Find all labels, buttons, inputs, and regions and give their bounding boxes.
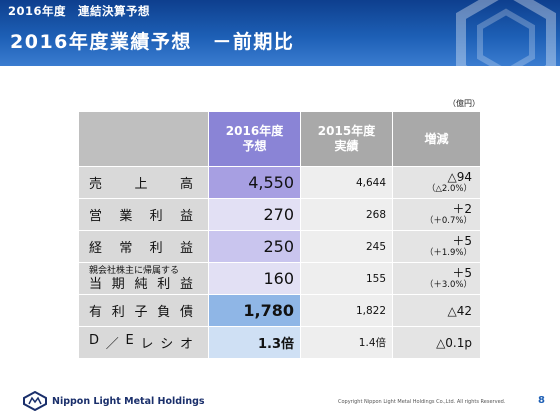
row-item-label: 売上高 [78,166,209,199]
header-plan: 2016年度 予想 [208,111,301,167]
row-plan-value: 4,550 [208,166,301,199]
header-actual-line2: 実績 [334,139,359,153]
row-actual-value: 268 [300,198,393,231]
row-item-label: 営業利益 [78,198,209,231]
row-plan-value: 270 [208,198,301,231]
row-change-value: ＋5 （＋1.9%） [392,230,481,263]
footer-company-name: Nippon Light Metal Holdings [52,396,205,407]
row-change-value: △94 （△2.0%） [392,166,481,199]
row-change-percent: （＋0.7%） [424,216,472,226]
table-row: 親会社株主に帰属する当期純利益 160 155 ＋5 （＋3.0%） [78,262,481,295]
header-actual-line1: 2015年度 [317,124,376,138]
row-actual-value: 1,822 [300,294,393,327]
table-row: 経常利益 250 245 ＋5 （＋1.9%） [78,230,481,263]
header-plan-line1: 2016年度 [225,124,284,138]
row-change-percent: （＋3.0%） [424,280,472,290]
row-change-value: △0.1p [392,326,481,359]
row-item-label: 経常利益 [78,230,209,263]
row-actual-value: 245 [300,230,393,263]
row-change-value: △42 [392,294,481,327]
row-change-value: ＋5 （＋3.0%） [392,262,481,295]
forecast-table: 2016年度 予想 2015年度 実績 増減 売上高 4,550 4,644 △94 （… [78,111,481,359]
row-item-label: D ／ E レシオ [78,326,209,359]
row-item-label: 有利子負債 [78,294,209,327]
table-row: 有利子負債 1,780 1,822 △42 [78,294,481,327]
row-change-main: △42 [447,303,473,318]
row-plan-value: 1,780 [208,294,301,327]
row-plan-value: 1.3倍 [208,326,301,359]
row-item-sublabel: 親会社株主に帰属する [89,265,180,276]
row-plan-value: 160 [208,262,301,295]
header-change: 増減 [392,111,481,167]
row-plan-value: 250 [208,230,301,263]
row-change-main: ＋2 [452,202,472,216]
row-item-label: 親会社株主に帰属する当期純利益 [78,262,209,295]
nlm-logo-icon [23,391,47,411]
unit-note: （億円） [448,99,480,108]
table-row: 営業利益 270 268 ＋2 （＋0.7%） [78,198,481,231]
row-change-value: ＋2 （＋0.7%） [392,198,481,231]
footer-copyright: Copyright Nippon Light Metal Holdings Co… [338,399,506,405]
table-row: 売上高 4,550 4,644 △94 （△2.0%） [78,166,481,199]
table-header-row: 2016年度 予想 2015年度 実績 増減 [78,111,481,167]
row-actual-value: 155 [300,262,393,295]
header-plan-line2: 予想 [242,139,267,153]
row-change-main: ＋5 [452,266,472,280]
slide-title: 2016年度業績予想 －前期比 [10,31,295,53]
row-actual-value: 1.4倍 [300,326,393,359]
row-actual-value: 4,644 [300,166,393,199]
row-change-main: △94 [447,170,473,184]
slide-header: 2016年度 連結決算予想 2016年度業績予想 －前期比 [0,0,560,66]
page-number: 8 [538,395,545,406]
slide-subtitle: 2016年度 連結決算予想 [8,4,151,18]
row-change-percent: （△2.0%） [426,184,472,194]
table-row: D ／ E レシオ 1.3倍 1.4倍 △0.1p [78,326,481,359]
row-change-main: ＋5 [452,234,472,248]
row-change-main: △0.1p [436,335,472,350]
company-logo-watermark-icon [456,0,556,66]
header-corner [78,111,209,167]
header-actual: 2015年度 実績 [300,111,393,167]
row-change-percent: （＋1.9%） [424,248,472,258]
